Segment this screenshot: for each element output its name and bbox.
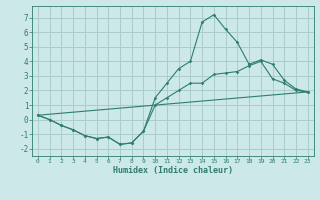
X-axis label: Humidex (Indice chaleur): Humidex (Indice chaleur) bbox=[113, 166, 233, 175]
